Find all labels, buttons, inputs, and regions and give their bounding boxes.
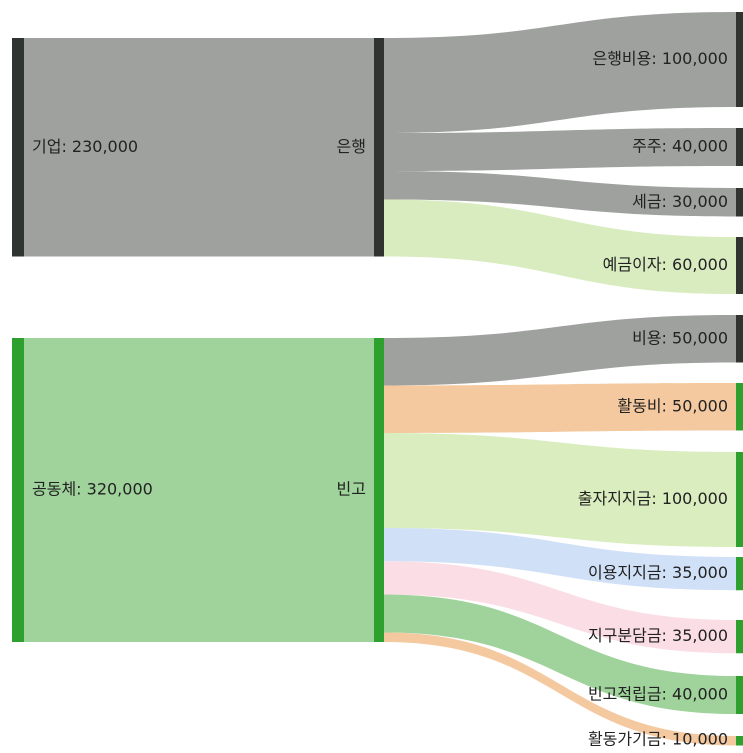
sankey-node (12, 338, 24, 642)
sankey-node (736, 315, 743, 363)
sankey-node (736, 188, 743, 217)
sankey-link (24, 338, 374, 642)
sankey-link (384, 383, 736, 433)
sankey-link (24, 38, 374, 257)
node-label: 은행 (337, 137, 366, 156)
node-label: 세금: 30,000 (632, 192, 728, 211)
node-label: 빈고 (337, 480, 366, 499)
sankey-node (736, 383, 743, 431)
sankey-node (736, 620, 743, 654)
sankey-node (736, 128, 743, 166)
sankey-node (736, 557, 743, 591)
node-label: 활동비: 50,000 (617, 396, 728, 415)
node-label: 주주: 40,000 (632, 137, 728, 156)
sankey-node (736, 676, 743, 714)
sankey-node (736, 237, 743, 294)
sankey-node (374, 338, 384, 642)
sankey-link (384, 632, 736, 746)
sankey-link (384, 128, 736, 171)
sankey-link (384, 12, 736, 133)
sankey-link (384, 433, 736, 547)
node-label: 빈고적립금: 40,000 (588, 685, 728, 704)
sankey-link (384, 528, 736, 591)
sankey-link (384, 315, 736, 386)
sankey-link (384, 594, 736, 714)
node-label: 비용: 50,000 (632, 328, 728, 347)
sankey-node (736, 12, 743, 107)
sankey-link (384, 171, 736, 217)
sankey-node (374, 38, 384, 257)
node-label: 출자지지금: 100,000 (578, 489, 728, 508)
node-label: 활동가기금: 10,000 (588, 730, 728, 749)
node-label: 예금이자: 60,000 (603, 255, 728, 274)
sankey-node (736, 736, 743, 746)
node-label: 이용지지금: 35,000 (588, 563, 728, 582)
sankey-link (384, 199, 736, 294)
node-label: 지구분담금: 35,000 (588, 626, 728, 645)
sankey-node (12, 38, 24, 257)
sankey-node (736, 452, 743, 547)
node-label: 기업: 230,000 (32, 137, 138, 156)
node-label: 공동체: 320,000 (32, 480, 153, 499)
node-label: 은행비용: 100,000 (592, 49, 728, 68)
sankey-link (384, 561, 736, 654)
